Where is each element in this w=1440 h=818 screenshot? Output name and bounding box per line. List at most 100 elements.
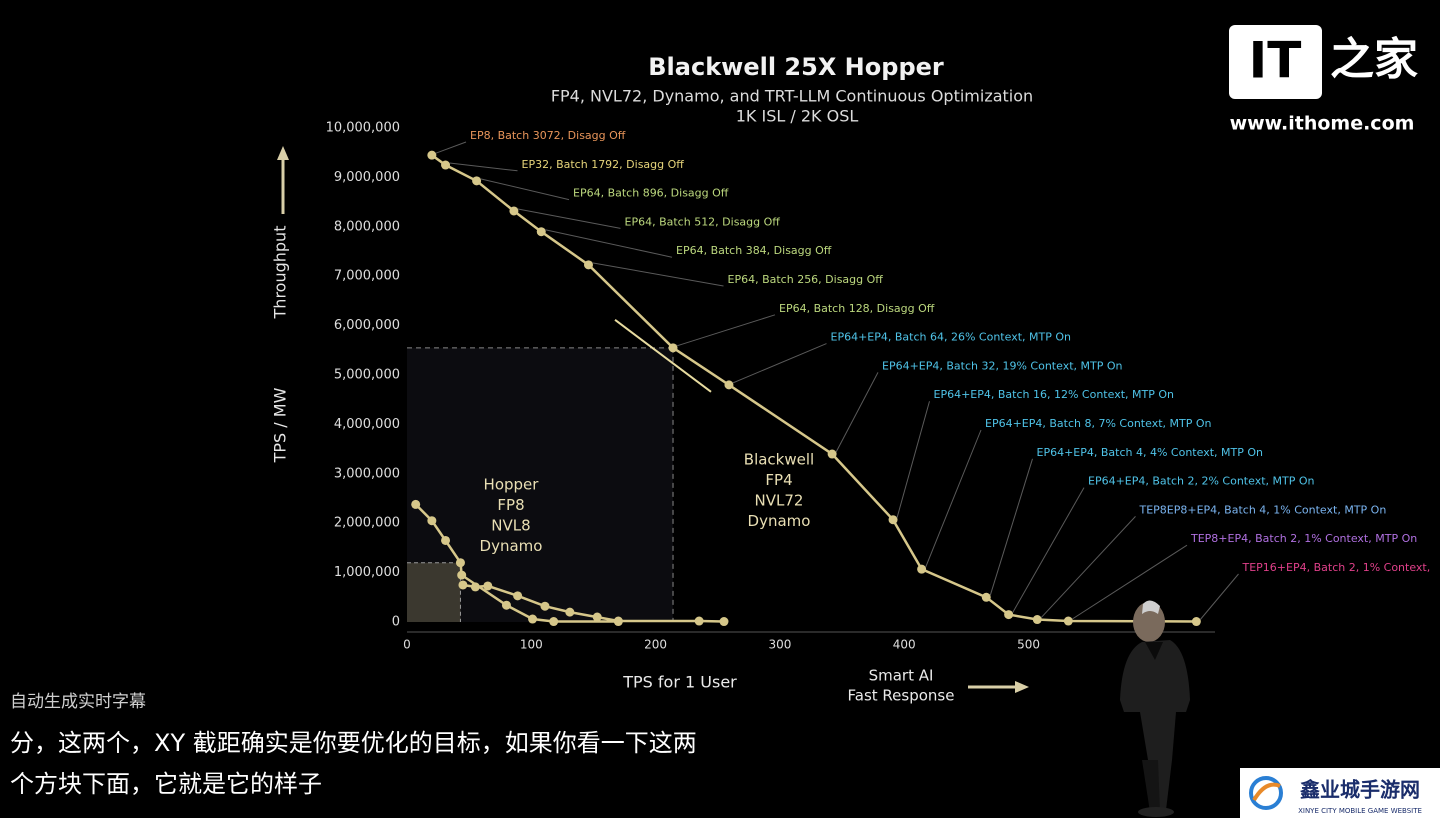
data-point — [668, 343, 678, 353]
x-arrow-label: Fast Response — [848, 687, 955, 705]
data-point — [483, 581, 493, 591]
leader-line — [435, 141, 467, 154]
speaker — [1120, 600, 1190, 817]
badge-icon — [1252, 782, 1281, 802]
data-point — [1004, 610, 1014, 620]
data-point — [441, 535, 451, 545]
data-point — [501, 600, 511, 610]
caption-line: 个方块下面，它就是它的样子 — [10, 770, 322, 798]
x-axis-title: TPS for 1 User — [622, 673, 737, 692]
data-point — [917, 564, 927, 574]
series-label: Dynamo — [480, 537, 543, 555]
chart-subtitle: FP4, NVL72, Dynamo, and TRT-LLM Continuo… — [551, 87, 1033, 106]
chart-subtitle: 1K ISL / 2K OSL — [736, 107, 859, 126]
series-label: NVL72 — [755, 492, 804, 510]
leader-line — [592, 262, 724, 287]
leader-line — [676, 314, 776, 347]
y-tick-label: 2,000,000 — [334, 516, 400, 531]
y-tick-label: 9,000,000 — [334, 170, 400, 185]
y-tick-label: 4,000,000 — [334, 417, 400, 432]
leader-line — [517, 208, 621, 229]
logo-url: www.ithome.com — [1230, 113, 1415, 135]
y-tick-label: 6,000,000 — [334, 318, 400, 333]
x-tick-label: 400 — [893, 638, 916, 652]
data-point — [724, 380, 734, 390]
point-label: EP64+EP4, Batch 4, 4% Context, MTP On — [1037, 446, 1264, 459]
y-tick-label: 8,000,000 — [334, 219, 400, 234]
badge-icon — [1249, 776, 1283, 810]
point-label: EP64, Batch 384, Disagg Off — [676, 244, 832, 257]
caption-line: 分，这两个，XY 截距确实是你要优化的目标，如果你看一下这两 — [10, 729, 697, 757]
y-tick-label: 5,000,000 — [334, 368, 400, 383]
y-tick-label: 1,000,000 — [334, 565, 400, 580]
point-label: EP64, Batch 128, Disagg Off — [779, 302, 935, 315]
series-label: FP8 — [497, 496, 524, 514]
data-point — [592, 612, 602, 622]
data-point — [1191, 617, 1201, 627]
data-point — [411, 499, 421, 509]
series-line — [431, 154, 1197, 623]
y-arrow-label: Throughput — [271, 226, 290, 320]
badge-tagline: XINYE CITY MOBILE GAME WEBSITE — [1298, 807, 1422, 815]
x-arrow-label: Smart AI — [869, 667, 934, 685]
point-label: EP64, Batch 256, Disagg Off — [728, 273, 884, 286]
logo-box — [1229, 25, 1322, 99]
x-arrow-head — [1015, 681, 1029, 693]
plot-area: 0 1,000,000 2,000,000 3,000,000 4,000,000 5,0… — [326, 121, 1431, 652]
series-label: NVL8 — [491, 517, 530, 535]
badge-box — [1240, 768, 1440, 818]
data-point — [513, 591, 523, 601]
x-tick-label: 300 — [768, 638, 791, 652]
point-label: EP64+EP4, Batch 16, 12% Context, MTP On — [934, 388, 1175, 401]
leader-line — [545, 229, 673, 258]
point-label: EP32, Batch 1792, Disagg Off — [522, 158, 685, 171]
point-label: EP64+EP4, Batch 8, 7% Context, MTP On — [985, 417, 1212, 430]
data-point — [457, 570, 467, 580]
leader-line — [925, 429, 982, 568]
leader-line — [1040, 516, 1136, 618]
y-arrow-head — [277, 146, 289, 160]
point-label: EP8, Batch 3072, Disagg Off — [470, 129, 626, 142]
x-tick-label: 500 — [1017, 638, 1040, 652]
x-tick-label: 100 — [520, 638, 543, 652]
y-axis-title: TPS / MW — [271, 387, 290, 463]
x-tick-label: 200 — [644, 638, 667, 652]
leader-line — [896, 401, 930, 518]
data-point — [536, 227, 546, 237]
point-label: TEP16+EP4, Batch 2, 1% Context, — [1242, 561, 1431, 574]
y-tick-label: 7,000,000 — [334, 269, 400, 284]
point-label: EP64+EP4, Batch 64, 26% Context, MTP On — [831, 331, 1072, 344]
y-tick-label: 10,000,000 — [326, 121, 400, 136]
series-label: Blackwell — [744, 451, 814, 469]
point-label: TEP8EP8+EP4, Batch 4, 1% Context, MTP On — [1139, 503, 1387, 516]
logo-text: 之家 — [1330, 34, 1418, 85]
series-label: Hopper — [484, 476, 540, 494]
point-label: TEP8+EP4, Batch 2, 1% Context, MTP On — [1190, 532, 1417, 545]
leader-line — [1072, 544, 1188, 620]
data-point — [565, 607, 575, 617]
leader-line — [480, 178, 570, 201]
data-point — [981, 592, 991, 602]
data-point — [1032, 615, 1042, 625]
leader-line — [835, 372, 879, 453]
data-point — [509, 206, 519, 216]
data-point — [441, 160, 451, 170]
series-label: Dynamo — [748, 512, 811, 530]
caption-header: 自动生成实时字幕 — [10, 692, 146, 712]
data-point — [472, 176, 482, 186]
data-point — [583, 260, 593, 270]
leader-line — [1012, 487, 1085, 613]
leader-line — [449, 162, 518, 172]
data-point — [888, 515, 898, 525]
data-point — [549, 617, 559, 627]
tangent-line — [614, 319, 712, 393]
highlight-box — [407, 562, 461, 622]
data-point — [719, 617, 729, 627]
point-label: EP64, Batch 512, Disagg Off — [625, 215, 781, 228]
series-label: FP4 — [765, 471, 792, 489]
leader-line — [1199, 573, 1239, 620]
point-label: EP64+EP4, Batch 32, 19% Context, MTP On — [882, 359, 1123, 372]
logo-text: IT — [1249, 32, 1302, 90]
